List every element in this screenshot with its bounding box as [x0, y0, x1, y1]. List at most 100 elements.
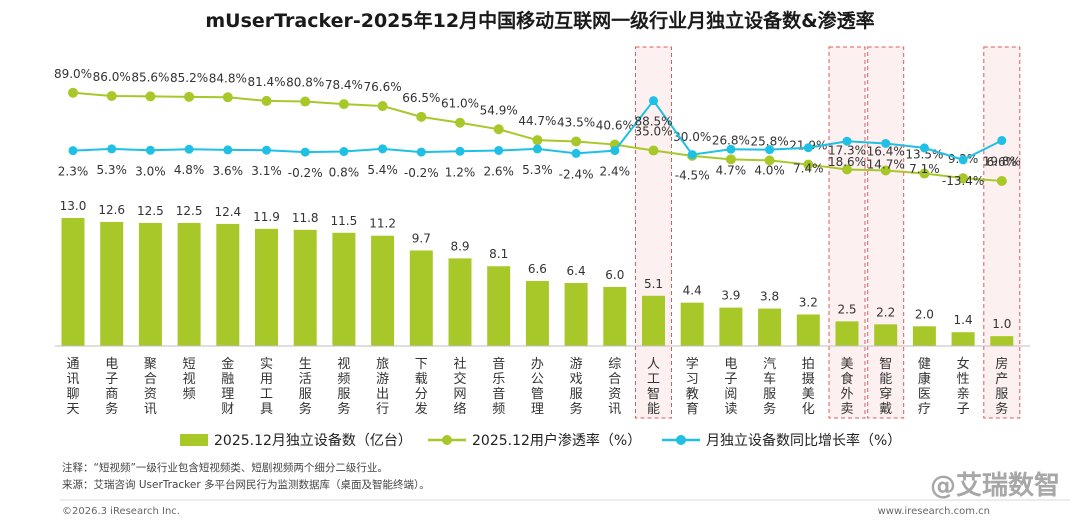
penetration-value-label: 43.5% — [557, 115, 595, 129]
bar-value-label: 11.9 — [253, 210, 280, 224]
bar — [487, 266, 511, 346]
growth-value-label: -0.2% — [288, 166, 323, 180]
penetration-point — [996, 175, 1007, 186]
growth-value-label: -0.2% — [404, 166, 439, 180]
penetration-point — [416, 111, 427, 122]
bar — [177, 222, 201, 346]
growth-value-label: -2.4% — [559, 167, 594, 181]
penetration-point — [184, 91, 195, 102]
category-label: 电子商务 — [105, 357, 118, 417]
penetration-point — [880, 165, 891, 176]
bar-value-label: 3.2 — [799, 295, 818, 309]
website-text: www.iresearch.com.cn — [878, 506, 990, 517]
bar-value-label: 1.4 — [954, 313, 973, 327]
growth-value-label: -4.5% — [675, 169, 710, 183]
growth-value-label: 1.2% — [445, 165, 476, 179]
category-label: 拍摄美化 — [802, 357, 815, 417]
growth-point — [455, 146, 465, 156]
bar-value-label: 3.9 — [721, 289, 740, 303]
bar — [371, 235, 395, 346]
growth-point — [649, 96, 658, 106]
bar — [874, 324, 898, 346]
growth-value-label: 3.1% — [251, 164, 282, 178]
growth-value-label: 2.4% — [600, 165, 631, 179]
bar-value-label: 2.5 — [837, 302, 856, 316]
penetration-value-label: 54.9% — [480, 103, 518, 117]
growth-point — [378, 144, 388, 154]
growth-value-label: 4.8% — [174, 163, 205, 177]
growth-value-label: 3.6% — [213, 164, 244, 178]
bar — [796, 314, 820, 346]
penetration-point — [261, 95, 272, 106]
penetration-point — [803, 159, 814, 170]
growth-point — [494, 145, 504, 155]
penetration-value-label: 80.8% — [286, 76, 324, 90]
growth-point — [842, 136, 852, 146]
bar-value-label: 6.4 — [567, 264, 586, 278]
growth-point — [997, 136, 1007, 146]
penetration-value-label: 25.8% — [751, 134, 789, 148]
penetration-value-label: 84.8% — [209, 71, 247, 85]
growth-point — [687, 150, 697, 160]
bar-value-label: 4.4 — [683, 284, 702, 298]
highlight-box — [867, 46, 905, 419]
growth-value-label: 5.3% — [96, 163, 127, 177]
bar-value-label: 3.8 — [760, 290, 779, 304]
growth-value-label: 18.6% — [828, 155, 866, 169]
penetration-point — [68, 87, 78, 98]
category-label: 智能穿戴 — [879, 357, 892, 417]
penetration-value-label: 35.0% — [634, 125, 672, 139]
bar-series: 13.0 12.6 12.5 12.5 12.4 11.9 11.8 11.5 11.2 9.7 8… — [60, 199, 1014, 346]
growth-point — [339, 147, 349, 157]
growth-value-label: 0.8% — [329, 166, 360, 180]
bar-value-label: 5.1 — [644, 277, 663, 291]
category-label: 下载分发 — [415, 357, 428, 417]
growth-value-label: 19.8% — [983, 155, 1021, 169]
penetration-value-label: 26.8% — [712, 133, 750, 147]
category-labels: 通讯聊天 电子商务 聚合资讯 短视频 金融理财 实用工具 生活服务 视频服务 旅游出行 下载分发 社… — [66, 356, 1008, 417]
penetration-value-label: 81.4% — [247, 75, 285, 89]
category-label: 游戏服务 — [570, 357, 583, 417]
growth-point — [532, 144, 542, 154]
category-label: 美食外卖 — [840, 357, 853, 417]
bar-value-label: 2.2 — [876, 305, 895, 319]
penetration-value-label: 16.4% — [867, 144, 905, 158]
category-label: 旅游出行 — [376, 357, 389, 417]
penetration-point — [532, 135, 543, 146]
category-label: 社交网络 — [453, 356, 466, 417]
category-label: 人工智能 — [647, 357, 660, 417]
category-label: 短视频 — [183, 357, 196, 402]
bar — [216, 223, 240, 346]
watermark: @艾瑞数智 — [930, 471, 1060, 501]
penetration-point — [648, 145, 659, 156]
penetration-point — [377, 101, 388, 112]
legend-bar-label: 2025.12月独立设备数（亿台） — [214, 432, 412, 449]
growth-point — [223, 145, 233, 155]
highlight-box — [635, 46, 672, 419]
growth-point — [765, 145, 775, 155]
penetration-point — [145, 91, 156, 102]
growth-point — [300, 147, 310, 157]
growth-point — [262, 145, 271, 155]
growth-point — [184, 144, 194, 154]
bar — [912, 326, 936, 346]
category-label: 学习教育 — [686, 356, 699, 417]
penetration-value-label: 78.4% — [325, 78, 363, 92]
penetration-value-label: 40.6% — [596, 119, 634, 133]
penetration-value-label: 6.6% — [987, 155, 1018, 169]
category-label: 聚合资讯 — [144, 357, 157, 417]
copyright-text: ©2026.3 iResearch Inc. — [62, 506, 180, 517]
growth-point — [610, 146, 620, 156]
growth-value-label: 2.6% — [483, 164, 514, 178]
category-label: 健康医疗 — [918, 357, 931, 417]
penetration-point — [842, 164, 852, 175]
category-label: 女性亲子 — [957, 356, 970, 417]
bar — [255, 228, 278, 346]
growth-value-label: -13.4% — [942, 174, 984, 188]
penetration-value-label: 89.0% — [54, 67, 92, 81]
bar-value-label: 12.4 — [214, 205, 241, 219]
bar-value-label: 8.9 — [450, 239, 469, 253]
category-label: 办公管理 — [531, 357, 544, 417]
legend: 2025.12月独立设备数（亿台） 2025.12用户渗透率（%） 月独立设备数… — [180, 432, 901, 449]
